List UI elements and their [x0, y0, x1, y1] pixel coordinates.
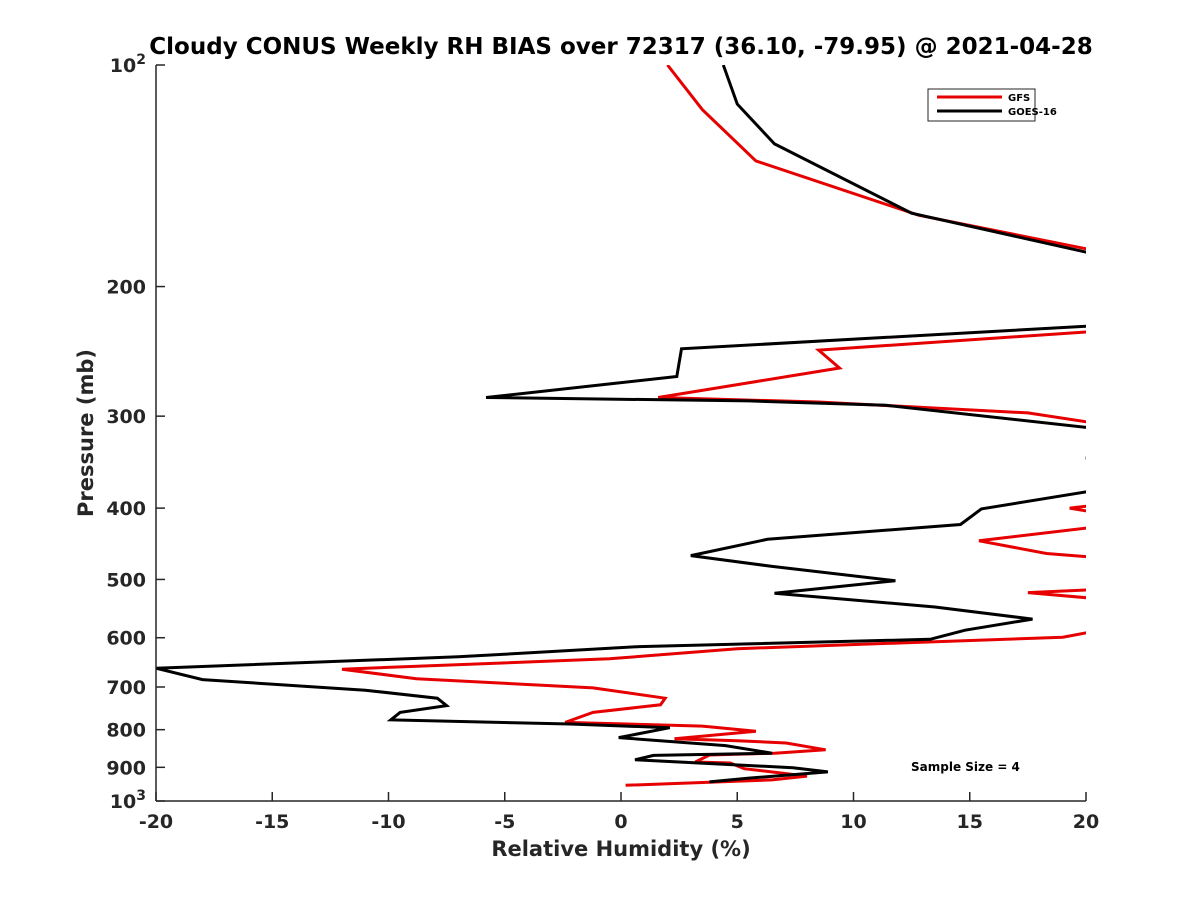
- x-tick-label: -5: [494, 811, 515, 833]
- y-tick-label: 103: [110, 788, 146, 813]
- sample-size-annotation: Sample Size = 4: [911, 760, 1020, 774]
- series-line-goes-16-3: [156, 490, 1086, 784]
- legend: GFS GOES-16: [927, 88, 1057, 122]
- legend-label-goes-16: GOES-16: [1008, 107, 1057, 118]
- series-layer: [156, 65, 1086, 787]
- y-tick-label: 102: [110, 52, 146, 77]
- chart-title: Cloudy CONUS Weekly RH BIAS over 72317 (…: [149, 34, 1092, 60]
- series-line-gfs-4: [1027, 588, 1086, 600]
- x-axis-label: Relative Humidity (%): [491, 837, 750, 861]
- series-line-gfs-1: [657, 330, 1086, 424]
- x-tick-label: 15: [957, 811, 983, 833]
- series-line-gfs-2: [1069, 504, 1086, 513]
- x-tick-label: -15: [255, 811, 289, 833]
- y-tick-label: 500: [106, 569, 146, 591]
- x-tick-label: 10: [840, 811, 866, 833]
- series-line-gfs-5: [341, 631, 1086, 787]
- x-tick-label: 0: [614, 811, 627, 833]
- y-axis-label: Pressure (mb): [74, 349, 98, 517]
- series-line-goes-16-1: [485, 324, 1086, 429]
- x-tick-label: -20: [139, 811, 173, 833]
- x-tick-label: 5: [731, 811, 744, 833]
- series-line-goes-16-2: [1085, 456, 1086, 460]
- y-axis-ticks: 102 200 300 400 500 600 700 800 900 103: [106, 52, 165, 813]
- y-tick-label: 700: [106, 677, 146, 699]
- y-tick-label: 900: [106, 757, 146, 779]
- x-axis-ticks: -20 -15 -10 -5 0 5 10 15 20: [139, 792, 1099, 833]
- legend-box: [927, 88, 1036, 122]
- series-line-gfs-3: [978, 526, 1086, 559]
- x-tick-label: -10: [371, 811, 405, 833]
- legend-label-gfs: GFS: [1008, 93, 1030, 104]
- series-line-goes-16-0: [721, 65, 1086, 254]
- x-tick-label: 20: [1073, 811, 1099, 833]
- y-tick-label: 200: [106, 277, 146, 299]
- y-tick-label: 300: [106, 406, 146, 428]
- y-tick-label: 600: [106, 628, 146, 650]
- y-tick-label: 800: [106, 720, 146, 742]
- y-tick-label: 400: [106, 498, 146, 520]
